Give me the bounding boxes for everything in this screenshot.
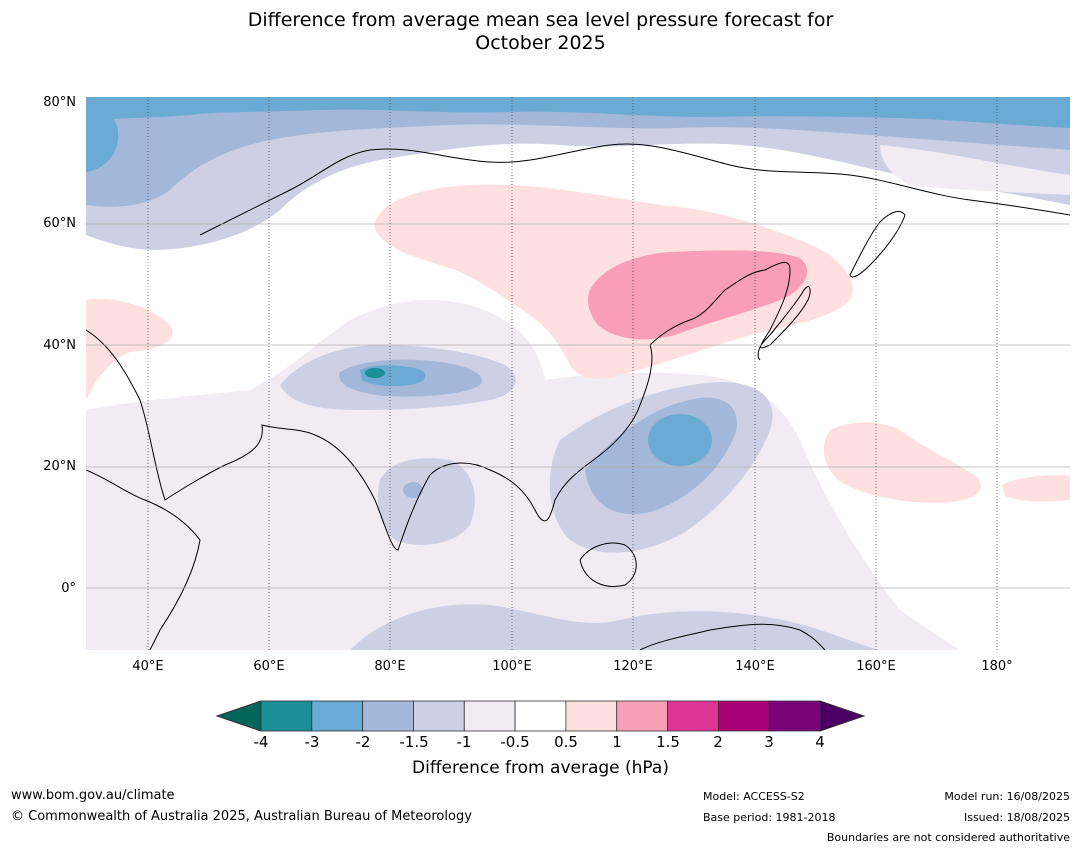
anomaly-region-europe-positive: [86, 298, 173, 400]
issued-text: Issued: 18/08/2025: [963, 811, 1070, 824]
base-period-text: Base period: 1981-2018: [703, 811, 836, 824]
lon-label-100e: 100°E: [492, 659, 532, 674]
colorbar: [215, 700, 866, 732]
colorbar-tick-label: -2: [355, 733, 371, 751]
colorbar-tick-label: -3: [304, 733, 320, 751]
colorbar-extend-high: [819, 700, 866, 732]
longitude-gridlines: [147, 97, 998, 650]
anomaly-region-southern-ocean-negative: [350, 604, 880, 650]
lon-label-180: 180°: [981, 659, 1013, 674]
model-run-text: Model run: 16/08/2025: [944, 790, 1070, 803]
lon-label-160e: 160°E: [856, 659, 896, 674]
colorbar-tick-label: -1.5: [399, 733, 429, 751]
coastline-arctic: [199, 143, 1070, 236]
colorbar-segment: [616, 700, 668, 732]
colorbar-segment: [717, 700, 770, 732]
colorbar-tick-label: 3: [764, 733, 774, 751]
model-text: Model: ACCESS-S2: [703, 790, 805, 803]
chart-title: Difference from average mean sea level p…: [0, 9, 1081, 55]
anomaly-core-tibet: [365, 368, 385, 378]
colorbar-label: Difference from average (hPa): [412, 758, 669, 778]
anomaly-region-arctic-east-tongue: [880, 145, 1070, 195]
lon-label-80e: 80°E: [374, 659, 406, 674]
anomaly-core-bengal: [403, 482, 423, 498]
colorbar-segment: [565, 700, 618, 732]
anomaly-region-manchuria-positive: [588, 250, 808, 340]
coastline-borneo: [579, 542, 637, 587]
anomaly-region-pacific-positive-east: [1002, 475, 1070, 502]
colorbar-segment: [768, 700, 821, 732]
colorbar-tick-label: -0.5: [500, 733, 530, 751]
lon-label-40e: 40°E: [132, 659, 164, 674]
colorbar-segment: [311, 700, 364, 732]
lon-label-120e: 120°E: [613, 659, 653, 674]
anomaly-region-arctic-strong: [86, 97, 1070, 160]
colorbar-tick-label: 1: [612, 733, 622, 751]
colorbar-tick-label: 4: [815, 733, 825, 751]
website-link[interactable]: www.bom.gov.au/climate: [11, 788, 175, 803]
colorbar-segment: [514, 700, 567, 732]
anomaly-region-arctic-light: [86, 97, 1070, 250]
colorbar-extend-low: [215, 700, 262, 732]
colorbar-segment: [463, 700, 516, 732]
colorbar-segment: [667, 700, 719, 732]
lat-label-40n: 40°N: [43, 338, 76, 353]
anomaly-region-arctic-medium: [86, 97, 1070, 207]
lat-label-20n: 20°N: [43, 459, 76, 474]
lon-label-140e: 140°E: [735, 659, 775, 674]
colorbar-tick-label: 1.5: [656, 733, 680, 751]
anomaly-core-philippine-sea: [648, 414, 712, 466]
lon-label-60e: 60°E: [253, 659, 285, 674]
title-line-1: Difference from average mean sea level p…: [247, 9, 834, 31]
map-plot-area: [86, 97, 1070, 650]
colorbar-segment: [413, 700, 465, 732]
colorbar-segment: [260, 700, 313, 732]
lat-label-60n: 60°N: [43, 216, 76, 231]
boundaries-note: Boundaries are not considered authoritat…: [826, 831, 1070, 844]
title-line-2: October 2025: [475, 32, 606, 54]
colorbar-segment: [362, 700, 414, 732]
coastline-asia: [86, 262, 791, 551]
colorbar-tick-label: 0.5: [554, 733, 578, 751]
colorbar-tick-label: -4: [253, 733, 269, 751]
anomaly-region-pacific-positive: [823, 422, 981, 503]
lat-label-0: 0°: [61, 581, 76, 596]
anomaly-region-bay-of-bengal-negative: [377, 458, 475, 545]
lat-label-80n: 80°N: [43, 95, 76, 110]
coastline-japan: [760, 286, 811, 349]
coastline-kamchatka: [849, 211, 906, 278]
colorbar-tick-label: 2: [713, 733, 723, 751]
coastline-africa: [86, 469, 201, 650]
colorbar-tick-label: -1: [456, 733, 472, 751]
anomaly-region-arctic-west: [86, 105, 119, 172]
coastline-australia-north: [639, 623, 826, 650]
copyright-text: © Commonwealth of Australia 2025, Austra…: [11, 809, 472, 824]
latitude-gridlines: [86, 223, 1070, 589]
